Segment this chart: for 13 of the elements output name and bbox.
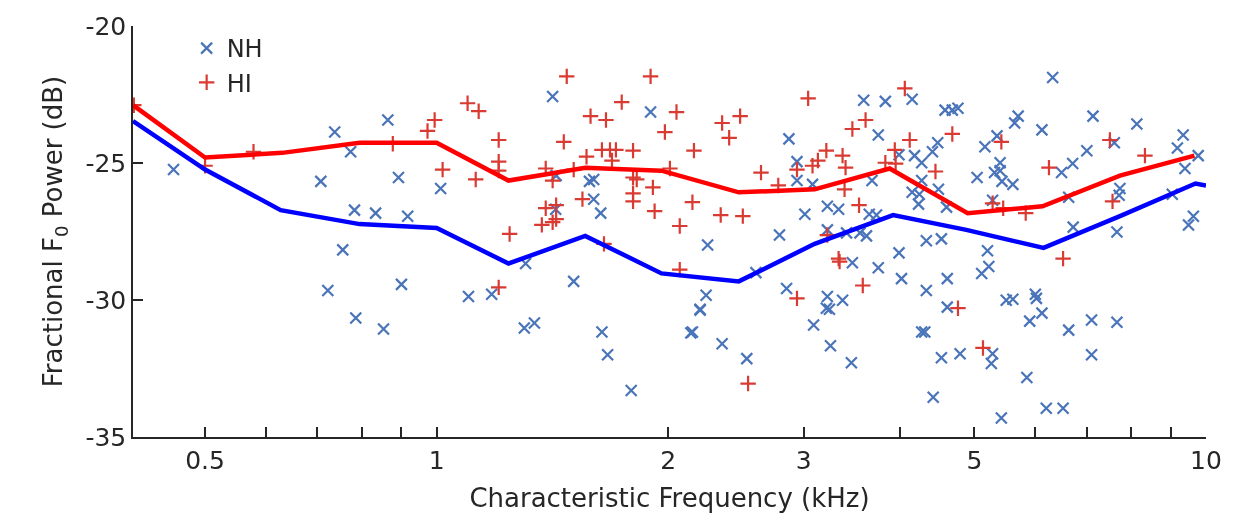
x-tick-label: 2: [660, 445, 677, 475]
x-axis-title: Characteristic Frequency (kHz): [469, 482, 870, 513]
y-tick-label: -20: [85, 11, 127, 41]
legend-label: NH: [226, 35, 263, 64]
x-tick-label: 3: [795, 445, 812, 475]
y-tick-label: -30: [85, 285, 127, 315]
y-tick-label: -25: [85, 148, 127, 178]
x-tick-label: 5: [966, 445, 983, 475]
x-tick-label: 0.5: [185, 445, 225, 475]
y-tick-label: -35: [85, 422, 127, 452]
x-tick-label: 1: [428, 445, 445, 475]
legend-label: HI: [226, 69, 252, 98]
x-tick-label: 10: [1190, 445, 1222, 475]
